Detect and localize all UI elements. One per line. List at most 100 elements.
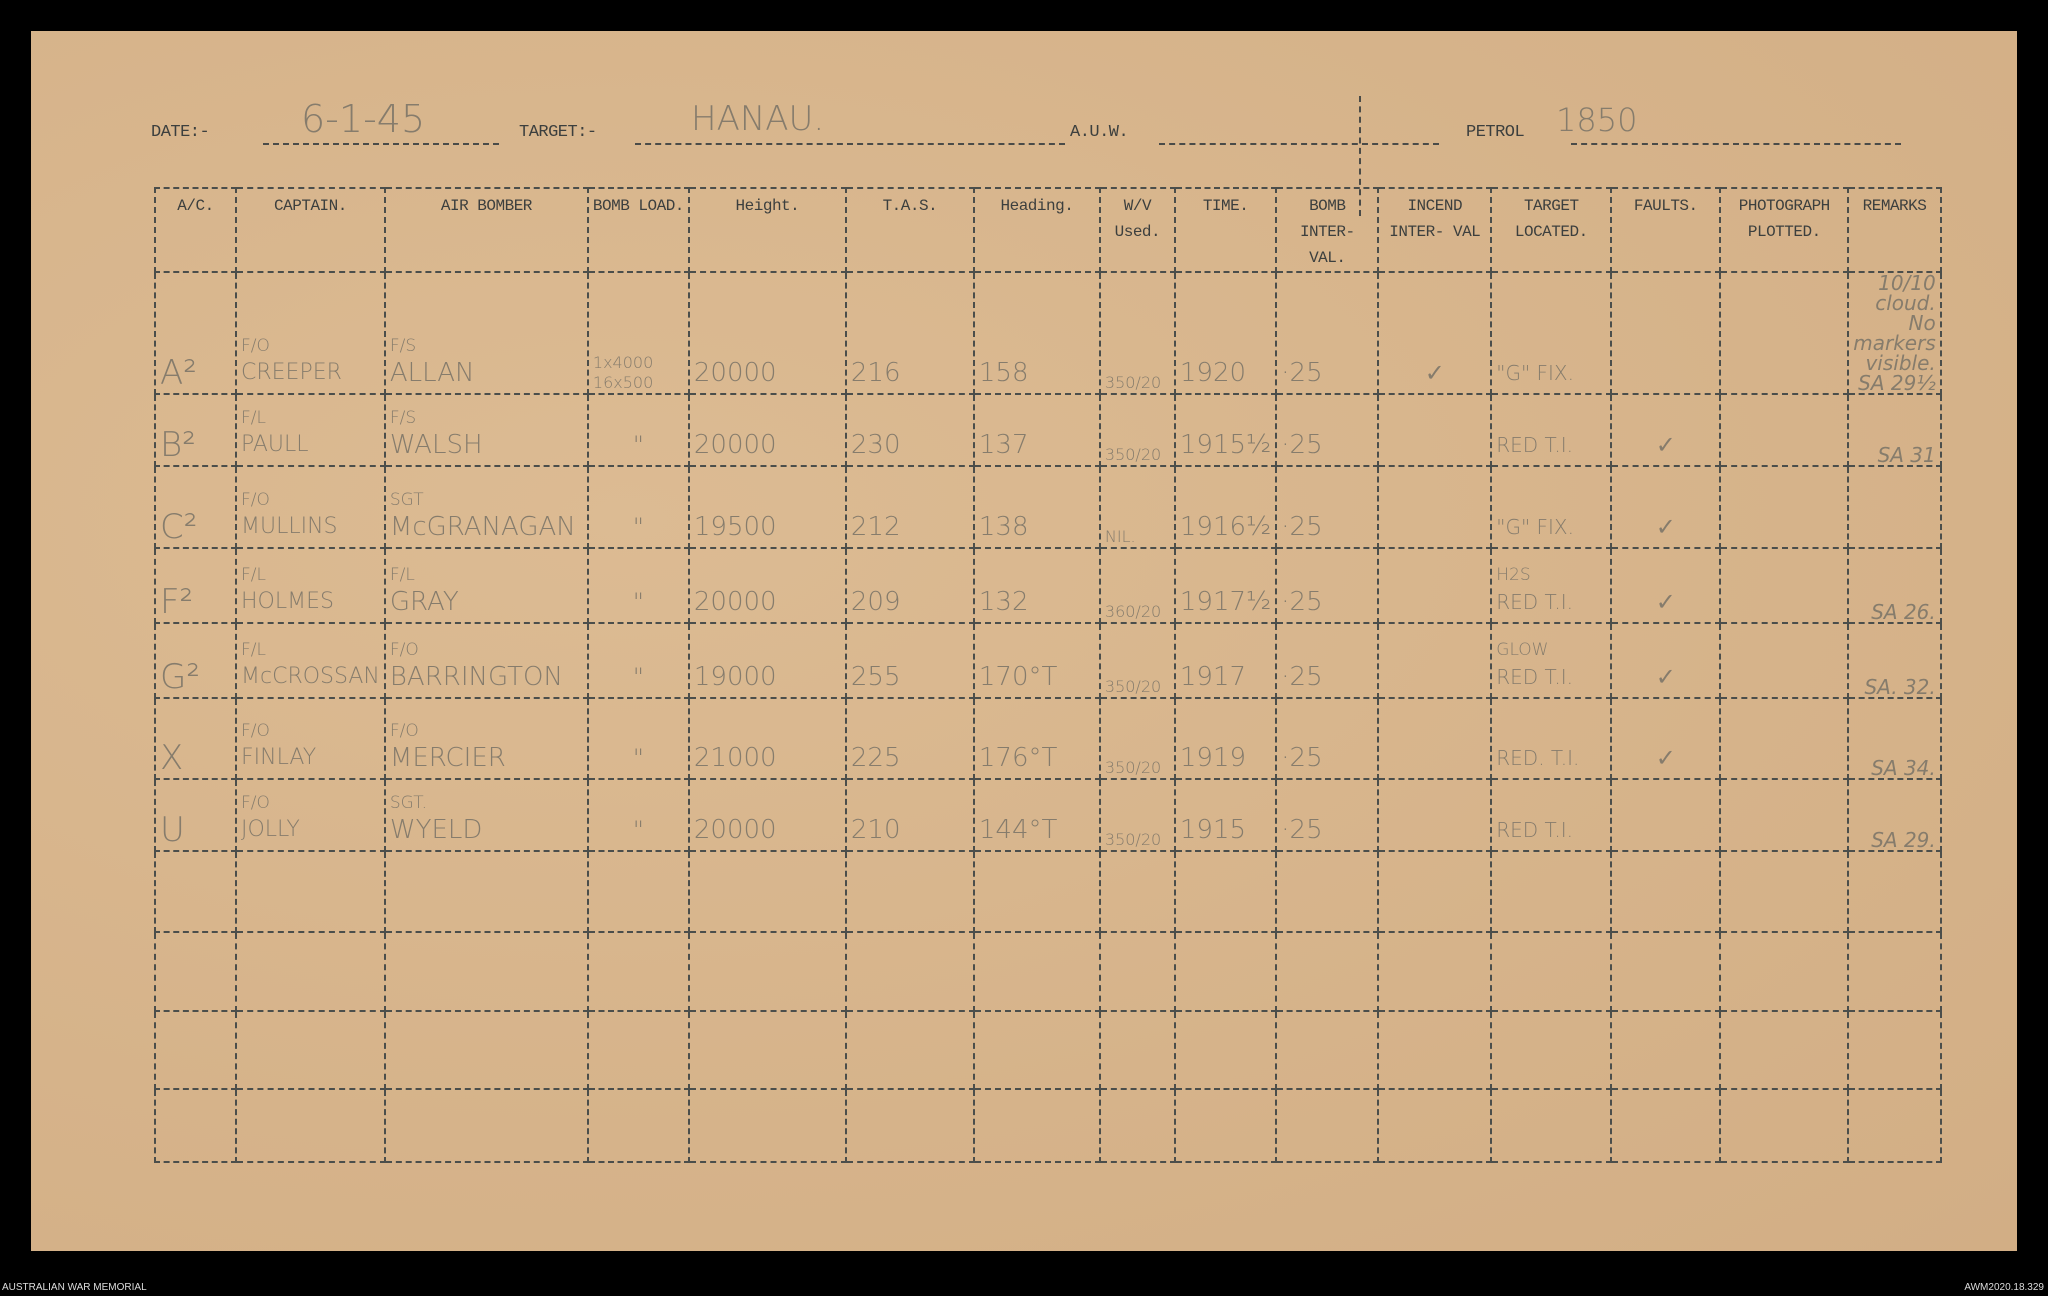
- wv: 350/20: [1104, 830, 1162, 849]
- cell-tas: 225: [844, 697, 975, 780]
- empty-cell: [1098, 931, 1176, 1012]
- empty-cell: [1490, 1088, 1613, 1163]
- cell-content: [1725, 846, 1843, 850]
- ac: B²: [160, 425, 196, 465]
- tas: 210: [850, 815, 901, 845]
- cell-content: [1616, 846, 1715, 850]
- cell-remarks: SA 26.: [1847, 547, 1942, 624]
- ac: F²: [160, 582, 194, 622]
- cell-wv: 360/20: [1098, 547, 1176, 624]
- cell-content: [1383, 693, 1486, 697]
- cell-content: F/L PAULL: [241, 407, 380, 465]
- cell-content: SGT McGRANAGAN: [390, 489, 583, 547]
- cell-content: ✓: [1383, 357, 1486, 393]
- cell-content: 1915: [1180, 814, 1271, 850]
- cell-wv: 350/20: [1098, 622, 1176, 699]
- cell-height: 20000: [687, 547, 847, 624]
- cell-incend-interval: [1377, 465, 1493, 549]
- cell-content: 137: [979, 429, 1095, 465]
- cell-heading: 158: [972, 271, 1101, 395]
- incend-interval: ✓: [1424, 359, 1445, 387]
- target-located: RED. T.I.: [1496, 746, 1580, 770]
- cell-content: SA 29.: [1853, 830, 1936, 850]
- bomb-interval: ·25: [1281, 512, 1323, 542]
- table-row: A² F/O CREEPER F/S ALLAN 1x4000 16x500 20000 216…: [154, 271, 1942, 395]
- empty-cell: [1610, 850, 1722, 933]
- cell-captain: F/O FINLAY: [235, 697, 386, 780]
- cell-content: F/S ALLAN: [390, 335, 583, 393]
- wv: 350/20: [1104, 373, 1162, 392]
- cell-content: RED T.I.: [1496, 429, 1606, 465]
- cell-content: 212: [851, 511, 969, 547]
- bomb-load: ": [632, 513, 644, 541]
- empty-cell: [972, 931, 1101, 1012]
- incend-interval: [1383, 774, 1486, 778]
- time: 1917½: [1179, 587, 1272, 617]
- column-header: A/C.: [154, 187, 237, 273]
- faults: ✓: [1655, 431, 1676, 459]
- photo: [1725, 693, 1843, 697]
- cell-content: [1725, 693, 1843, 697]
- heading: 132: [978, 587, 1029, 617]
- cell-remarks: SA 34.: [1847, 697, 1942, 780]
- bomber-top: F/L: [389, 565, 415, 585]
- bomb-interval: ·25: [1281, 358, 1323, 388]
- cell-captain: F/L HOLMES: [235, 547, 386, 624]
- empty-cell: [844, 931, 975, 1012]
- cell-photo: [1719, 393, 1850, 467]
- empty-cell: [154, 931, 237, 1012]
- cell-target-located: H2S RED T.I.: [1490, 547, 1613, 624]
- cell-ac: G²: [154, 622, 237, 699]
- captain: JOLLY: [241, 817, 300, 842]
- cell-content: [1383, 846, 1486, 850]
- cell-content: 20000: [694, 429, 841, 465]
- captain: MULLINS: [241, 514, 338, 539]
- cell-content: H2S RED T.I.: [1496, 564, 1606, 622]
- auw-underline: [1159, 143, 1439, 145]
- cell-content: SA 31: [1853, 445, 1936, 465]
- cell-bomb-interval: ·25: [1275, 271, 1380, 395]
- ac: C²: [160, 507, 198, 547]
- empty-cell: [1847, 1010, 1942, 1090]
- cell-content: [1725, 543, 1843, 547]
- cell-tas: 216: [844, 271, 975, 395]
- cell-content: [1725, 774, 1843, 778]
- cell-content: ✓: [1616, 742, 1715, 778]
- cell-content: F/O BARRINGTON: [390, 639, 583, 697]
- empty-cell: [972, 850, 1101, 933]
- column-header: TARGET LOCATED.: [1490, 187, 1613, 273]
- cell-content: SGT. WYELD: [390, 792, 583, 850]
- bomber-top: SGT.: [389, 793, 428, 813]
- empty-cell: [154, 1088, 237, 1163]
- cell-wv: 350/20: [1098, 393, 1176, 467]
- cell-faults: [1610, 271, 1722, 395]
- footer: AUSTRALIAN WAR MEMORIAL AWM2020.18.329: [0, 1282, 2048, 1296]
- bomb-interval: ·25: [1281, 815, 1323, 845]
- cell-content: 21000: [694, 742, 841, 778]
- cell-bomber: F/O BARRINGTON: [383, 622, 589, 699]
- cell-content: 1x4000 16x500: [593, 353, 684, 393]
- cell-content: F/L HOLMES: [241, 564, 380, 622]
- bomber-top: F/S: [389, 408, 417, 428]
- bomb-load: ": [632, 663, 644, 691]
- cell-height: 20000: [687, 778, 847, 852]
- cell-content: ·25: [1281, 742, 1373, 778]
- height: 20000: [693, 587, 777, 617]
- cell-heading: 138: [972, 465, 1101, 549]
- cell-content: F/O JOLLY: [241, 792, 380, 850]
- auw-label: A.U.W.: [1070, 123, 1129, 142]
- tas: 255: [850, 662, 901, 692]
- empty-row: [154, 850, 1942, 933]
- time: 1916½: [1179, 512, 1272, 542]
- cell-content: 350/20: [1105, 677, 1170, 697]
- bomber: ALLAN: [389, 358, 475, 388]
- photo: [1725, 846, 1843, 850]
- cell-content: 158: [979, 357, 1095, 393]
- empty-cell: [687, 1010, 847, 1090]
- cell-incend-interval: [1377, 697, 1493, 780]
- cell-content: 225: [851, 742, 969, 778]
- cell-target-located: GLOW RED T.I.: [1490, 622, 1613, 699]
- cell-height: 20000: [687, 393, 847, 467]
- captain-top: F/L: [241, 640, 266, 660]
- photo: [1725, 618, 1843, 622]
